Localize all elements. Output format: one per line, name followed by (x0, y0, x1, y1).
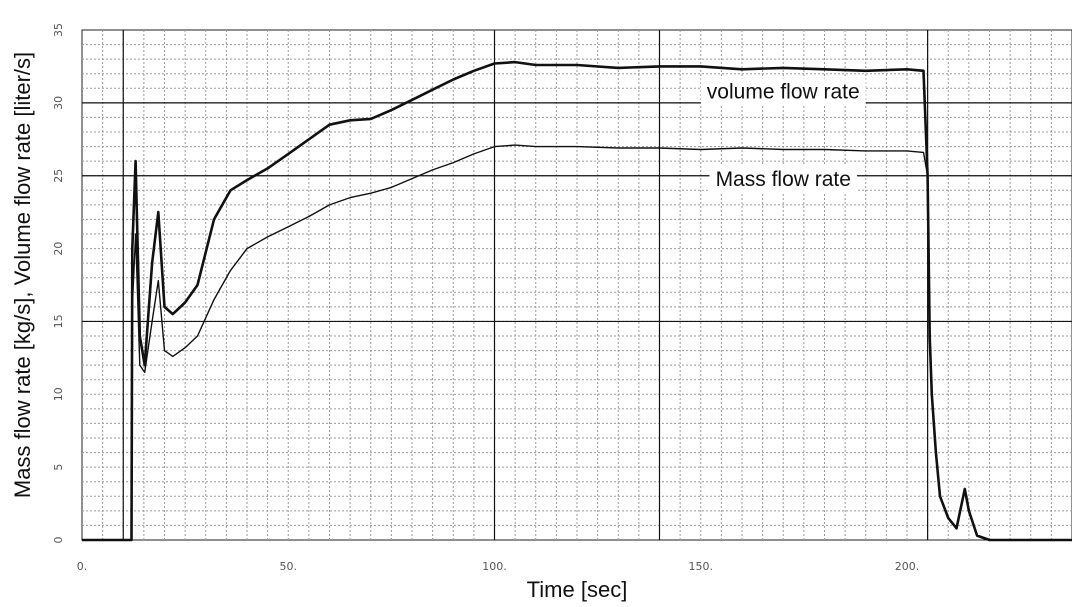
x-tick-label: 150. (689, 560, 714, 573)
x-axis-title: Time [sec] (527, 577, 628, 602)
tick-labels: 0. 50. 100. 150. 200. 0 5 10 15 20 25 30 35 (52, 23, 919, 573)
series-lines (82, 60, 1072, 542)
annotation-mass-flow-rate: Mass flow rate (709, 165, 857, 193)
x-tick-label: 50. (280, 560, 298, 573)
y-tick-label: 25 (52, 169, 65, 183)
y-tick-label: 15 (52, 314, 65, 328)
annotation-background (709, 165, 857, 193)
series-line-mass-flow-rate (82, 144, 1072, 541)
x-tick-label: 0. (77, 560, 88, 573)
y-tick-label: 30 (52, 96, 65, 110)
annotation-background (700, 78, 866, 106)
x-tick-label: 200. (895, 560, 920, 573)
annotation-label: Mass flow rate (716, 168, 851, 191)
annotations: volume flow rate Mass flow rate (700, 78, 866, 193)
y-tick-label: 10 (52, 387, 65, 401)
annotation-volume-flow-rate: volume flow rate (700, 78, 866, 106)
x-tick-label: 100. (482, 560, 507, 573)
y-axis-title: Mass flow rate [kg/s], Volume flow rate … (10, 52, 35, 498)
major-gridlines (82, 30, 1072, 540)
y-tick-label: 0 (52, 537, 65, 544)
y-tick-label: 5 (52, 464, 65, 471)
annotation-label: volume flow rate (707, 80, 860, 103)
y-tick-label: 20 (52, 242, 65, 256)
y-tick-label: 35 (52, 23, 65, 37)
